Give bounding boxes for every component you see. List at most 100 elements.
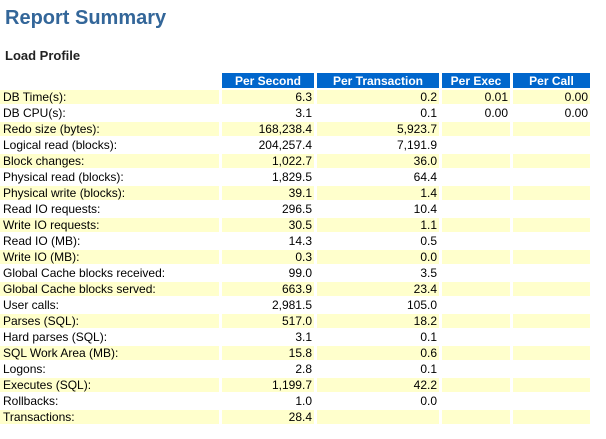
- cell-per-call: [513, 362, 590, 376]
- cell-per-exec: [442, 298, 510, 312]
- section-title-load-profile: Load Profile: [5, 48, 81, 63]
- row-label: Logons:: [0, 362, 219, 376]
- cell-per-transaction: 3.5: [317, 266, 439, 280]
- cell-per-exec: [442, 170, 510, 184]
- cell-per-call: [513, 330, 590, 344]
- cell-per-second: 296.5: [222, 202, 314, 216]
- cell-per-exec: [442, 250, 510, 264]
- table-row: Physical read (blocks): 1,829.5 64.4: [0, 170, 590, 184]
- row-label: Rollbacks:: [0, 394, 219, 408]
- cell-per-second: 204,257.4: [222, 138, 314, 152]
- column-header-per-transaction: Per Transaction: [317, 73, 439, 88]
- table-row: Parses (SQL): 517.0 18.2: [0, 314, 590, 328]
- cell-per-transaction: 5,923.7: [317, 122, 439, 136]
- table-row: Transactions: 28.4: [0, 410, 590, 424]
- cell-per-exec: [442, 154, 510, 168]
- cell-per-call: [513, 186, 590, 200]
- cell-per-exec: [442, 314, 510, 328]
- cell-per-second: 3.1: [222, 330, 314, 344]
- cell-per-call: [513, 234, 590, 248]
- cell-per-second: 15.8: [222, 346, 314, 360]
- column-header-per-exec: Per Exec: [442, 73, 510, 88]
- cell-per-second: 1,022.7: [222, 154, 314, 168]
- cell-per-transaction: 36.0: [317, 154, 439, 168]
- row-label: Write IO requests:: [0, 218, 219, 232]
- load-profile-table: Per Second Per Transaction Per Exec Per …: [0, 71, 593, 426]
- cell-per-transaction: 0.6: [317, 346, 439, 360]
- row-label: Write IO (MB):: [0, 250, 219, 264]
- row-label: Transactions:: [0, 410, 219, 424]
- row-label: Redo size (bytes):: [0, 122, 219, 136]
- cell-per-call: [513, 282, 590, 296]
- cell-per-second: 3.1: [222, 106, 314, 120]
- cell-per-transaction: 42.2: [317, 378, 439, 392]
- table-row: Write IO (MB): 0.3 0.0: [0, 250, 590, 264]
- cell-per-second: 663.9: [222, 282, 314, 296]
- table-row: Read IO requests: 296.5 10.4: [0, 202, 590, 216]
- table-row: Rollbacks: 1.0 0.0: [0, 394, 590, 408]
- cell-per-call: [513, 218, 590, 232]
- cell-per-exec: [442, 138, 510, 152]
- cell-per-transaction: 64.4: [317, 170, 439, 184]
- cell-per-transaction: 0.1: [317, 362, 439, 376]
- cell-per-exec: [442, 218, 510, 232]
- cell-per-exec: [442, 378, 510, 392]
- cell-per-exec: [442, 266, 510, 280]
- table-row: DB CPU(s): 3.1 0.1 0.00 0.00: [0, 106, 590, 120]
- cell-per-exec: [442, 234, 510, 248]
- cell-per-transaction: 0.0: [317, 394, 439, 408]
- cell-per-second: 6.3: [222, 90, 314, 104]
- cell-per-second: 28.4: [222, 410, 314, 424]
- cell-per-transaction: 0.2: [317, 90, 439, 104]
- cell-per-second: 39.1: [222, 186, 314, 200]
- cell-per-call: [513, 170, 590, 184]
- cell-per-exec: [442, 410, 510, 424]
- cell-per-transaction: 1.4: [317, 186, 439, 200]
- table-row: DB Time(s): 6.3 0.2 0.01 0.00: [0, 90, 590, 104]
- row-label: SQL Work Area (MB):: [0, 346, 219, 360]
- row-label: Parses (SQL):: [0, 314, 219, 328]
- column-header-per-call: Per Call: [513, 73, 590, 88]
- cell-per-call: [513, 378, 590, 392]
- cell-per-call: [513, 346, 590, 360]
- cell-per-transaction: 1.1: [317, 218, 439, 232]
- cell-per-exec: 0.00: [442, 106, 510, 120]
- cell-per-exec: [442, 330, 510, 344]
- header-corner-cell: [0, 73, 219, 88]
- cell-per-second: 1.0: [222, 394, 314, 408]
- cell-per-exec: [442, 282, 510, 296]
- row-label: DB Time(s):: [0, 90, 219, 104]
- cell-per-call: [513, 202, 590, 216]
- cell-per-exec: [442, 346, 510, 360]
- row-label: Executes (SQL):: [0, 378, 219, 392]
- table-row: Global Cache blocks received: 99.0 3.5: [0, 266, 590, 280]
- cell-per-call: [513, 298, 590, 312]
- cell-per-transaction: 18.2: [317, 314, 439, 328]
- table-row: Physical write (blocks): 39.1 1.4: [0, 186, 590, 200]
- row-label: Read IO requests:: [0, 202, 219, 216]
- row-label: Hard parses (SQL):: [0, 330, 219, 344]
- cell-per-second: 0.3: [222, 250, 314, 264]
- cell-per-second: 99.0: [222, 266, 314, 280]
- row-label: Read IO (MB):: [0, 234, 219, 248]
- table-row: Global Cache blocks served: 663.9 23.4: [0, 282, 590, 296]
- table-row: SQL Work Area (MB): 15.8 0.6: [0, 346, 590, 360]
- cell-per-call: 0.00: [513, 106, 590, 120]
- row-label: User calls:: [0, 298, 219, 312]
- cell-per-exec: [442, 122, 510, 136]
- row-label: DB CPU(s):: [0, 106, 219, 120]
- cell-per-second: 30.5: [222, 218, 314, 232]
- row-label: Global Cache blocks received:: [0, 266, 219, 280]
- cell-per-call: [513, 314, 590, 328]
- cell-per-exec: [442, 394, 510, 408]
- cell-per-call: [513, 394, 590, 408]
- cell-per-exec: [442, 362, 510, 376]
- cell-per-call: [513, 138, 590, 152]
- cell-per-transaction: 105.0: [317, 298, 439, 312]
- row-label: Block changes:: [0, 154, 219, 168]
- cell-per-call: [513, 154, 590, 168]
- table-row: Write IO requests: 30.5 1.1: [0, 218, 590, 232]
- table-row: Logical read (blocks): 204,257.4 7,191.9: [0, 138, 590, 152]
- cell-per-transaction: 0.5: [317, 234, 439, 248]
- cell-per-call: [513, 122, 590, 136]
